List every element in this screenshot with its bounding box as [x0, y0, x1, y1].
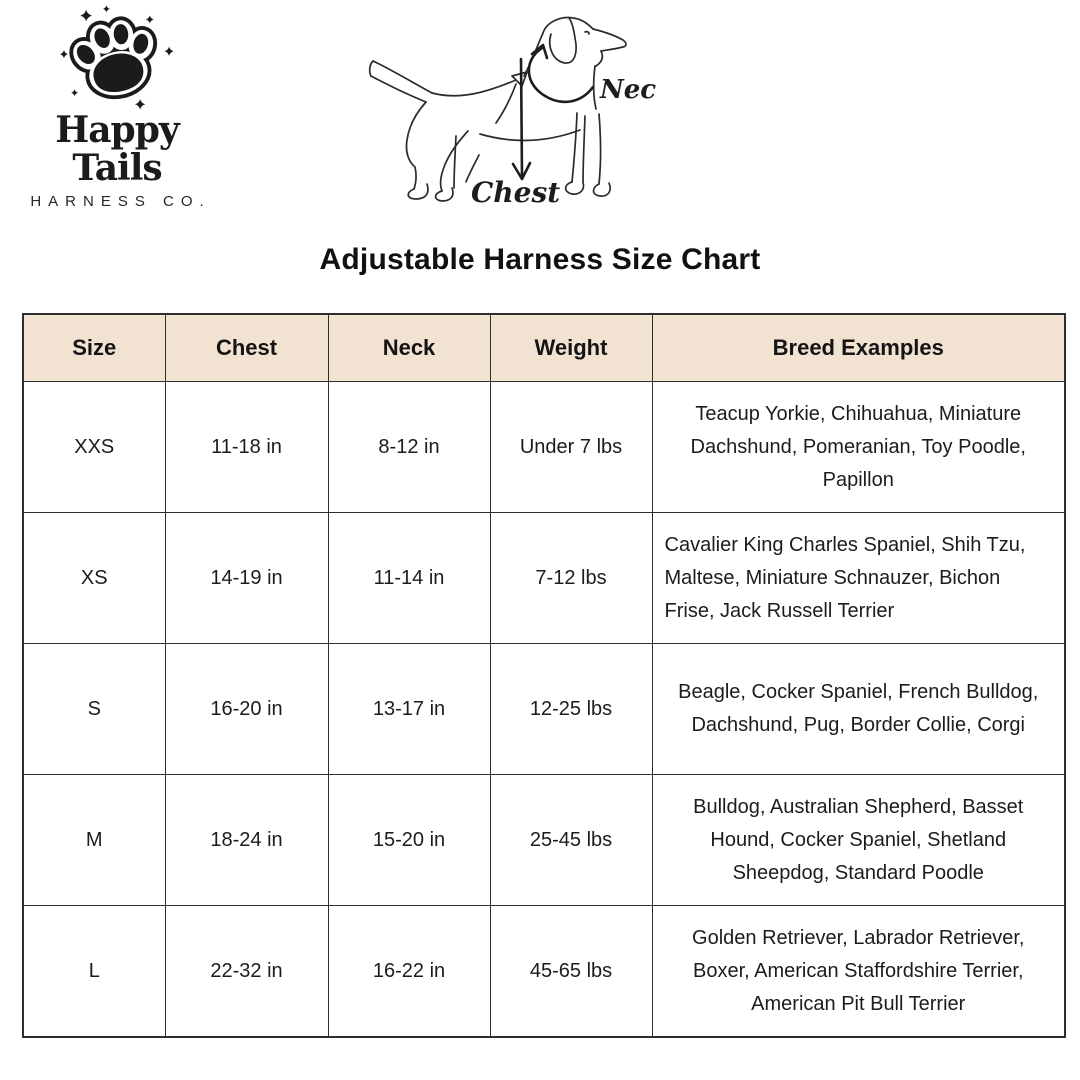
neck-cell: 8-12 in — [327, 381, 491, 513]
header-chest: Chest — [164, 313, 329, 382]
size-cell: M — [22, 774, 166, 906]
weight-cell: 45-65 lbs — [489, 905, 653, 1038]
table-row-m: M 18-24 in 15-20 in 25-45 lbs Bulldog, A… — [22, 774, 1066, 906]
weight-cell: Under 7 lbs — [489, 381, 653, 513]
brand-name: Happy Tails — [55, 109, 180, 189]
neck-cell: 11-14 in — [327, 512, 491, 644]
dog-line-art-icon: Neck Chest — [368, 16, 674, 209]
breeds-cell: Cavalier King Charles Spaniel, Shih Tzu,… — [651, 512, 1066, 644]
chest-cell: 18-24 in — [164, 774, 329, 906]
table-row-l: L 22-32 in 16-22 in 45-65 lbs Golden Ret… — [22, 905, 1066, 1038]
chest-cell: 14-19 in — [164, 512, 329, 644]
breeds-cell: Beagle, Cocker Spaniel, French Bulldog, … — [651, 643, 1066, 775]
header-neck: Neck — [327, 313, 491, 382]
size-cell: XXS — [22, 381, 166, 513]
chest-cell: 16-20 in — [164, 643, 329, 775]
size-chart-table: Size Chest Neck Weight Breed Examples XX… — [22, 313, 1066, 1038]
table-row-xxs: XXS 11-18 in 8-12 in Under 7 lbs Teacup … — [22, 381, 1066, 513]
weight-cell: 12-25 lbs — [489, 643, 653, 775]
breeds-cell: Teacup Yorkie, Chihuahua, Miniature Dach… — [651, 381, 1066, 513]
chest-label: Chest — [471, 176, 560, 209]
chest-cell: 11-18 in — [164, 381, 329, 513]
neck-cell: 15-20 in — [327, 774, 491, 906]
page-title: Adjustable Harness Size Chart — [319, 243, 761, 276]
neck-arrow-icon — [527, 43, 595, 104]
dog-measurement-diagram: Neck Chest — [366, 6, 674, 217]
size-cell: L — [22, 905, 166, 1038]
chest-cell: 22-32 in — [164, 905, 329, 1038]
neck-cell: 16-22 in — [327, 905, 491, 1038]
table-row-xs: XS 14-19 in 11-14 in 7-12 lbs Cavalier K… — [22, 512, 1066, 644]
brand-subtitle: HARNESS CO. — [30, 192, 211, 210]
neck-label: Neck — [599, 75, 656, 105]
weight-cell: 25-45 lbs — [489, 774, 653, 906]
neck-cell: 13-17 in — [327, 643, 491, 775]
table-row-s: S 16-20 in 13-17 in 12-25 lbs Beagle, Co… — [22, 643, 1066, 775]
chest-arrow-icon — [511, 57, 532, 181]
header-weight: Weight — [489, 313, 653, 382]
size-cell: S — [22, 643, 166, 775]
paw-print-icon — [59, 5, 174, 110]
breeds-cell: Bulldog, Australian Shepherd, Basset Hou… — [651, 774, 1066, 906]
header-size: Size — [22, 313, 166, 382]
size-cell: XS — [22, 512, 166, 644]
brand-logo: Happy Tails HARNESS CO. — [10, 4, 224, 210]
weight-cell: 7-12 lbs — [489, 512, 653, 644]
breeds-cell: Golden Retriever, Labrador Retriever, Bo… — [651, 905, 1066, 1038]
header-row: Size Chest Neck Weight Breed Examples — [22, 313, 1066, 382]
header-breed-examples: Breed Examples — [651, 313, 1066, 382]
